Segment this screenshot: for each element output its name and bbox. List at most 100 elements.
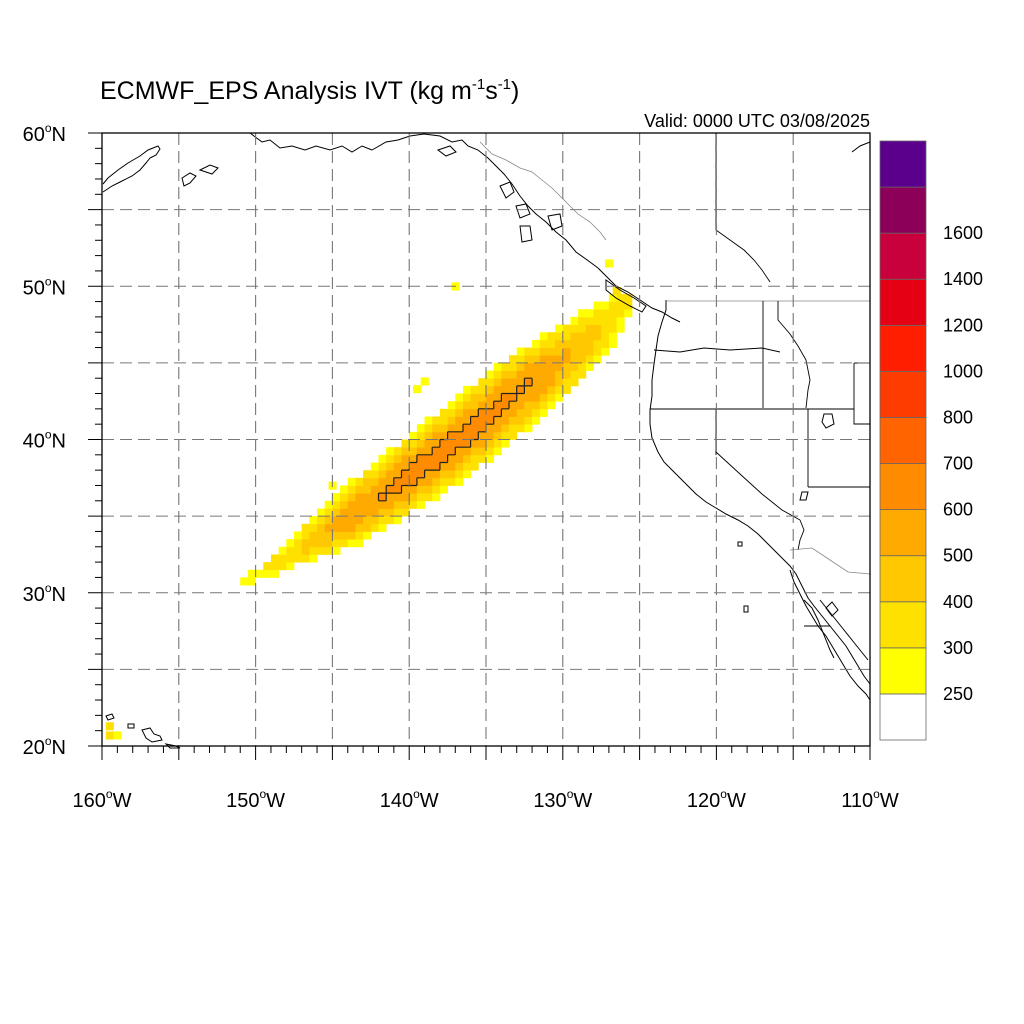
ivt-cell <box>516 385 525 394</box>
ivt-cell <box>286 554 295 563</box>
colorbar-label: 800 <box>943 407 973 427</box>
ivt-cell <box>462 454 472 463</box>
ivt-cell <box>424 493 433 502</box>
ivt-cell <box>447 454 456 463</box>
colorbar-swatch <box>879 417 927 464</box>
ivt-cell <box>478 416 487 425</box>
ivt-cell <box>601 324 610 333</box>
ivt-cell <box>393 500 402 509</box>
ivt-cell <box>516 362 525 371</box>
ivt-cell <box>409 493 418 502</box>
ivt-cell <box>509 431 518 440</box>
ivt-cell <box>355 523 364 532</box>
ivt-cell <box>501 424 510 433</box>
ivt-cell <box>486 431 495 440</box>
ivt-cell <box>509 378 518 387</box>
ivt-cell <box>555 370 564 379</box>
ivt-cell <box>493 416 502 425</box>
ivt-cell <box>462 431 472 440</box>
ivt-cell <box>470 408 479 417</box>
ivt-cell <box>416 454 425 463</box>
ivt-cell <box>386 493 395 502</box>
ivt-cell <box>309 523 318 532</box>
ivt-cell <box>486 393 495 402</box>
ivt-cell <box>286 546 295 555</box>
ivt-cell <box>401 439 410 448</box>
ivt-cell <box>585 309 594 318</box>
ivt-cell <box>347 539 356 548</box>
ivt-cell <box>585 324 594 333</box>
ivt-cell <box>340 516 349 525</box>
colorbar-label: 1600 <box>943 223 983 243</box>
ivt-cell <box>608 301 617 310</box>
colorbar-swatch <box>879 278 927 326</box>
ivt-cell <box>478 447 487 456</box>
ivt-cell <box>301 531 310 540</box>
ivt-cell <box>432 439 441 448</box>
colorbar-swatch <box>879 647 927 695</box>
ivt-cell <box>562 378 571 387</box>
ivt-cell <box>532 347 541 356</box>
ivt-cell <box>340 500 349 509</box>
ivt-cell <box>532 355 541 364</box>
ivt-cell <box>439 462 448 471</box>
ivt-cell <box>363 493 372 502</box>
ivt-cell <box>432 470 441 479</box>
ivt-cell <box>493 447 502 456</box>
ivt-cell <box>439 470 448 479</box>
ivt-cell <box>601 309 610 318</box>
ivt-cell <box>439 477 448 486</box>
ivt-cell <box>432 416 441 425</box>
ivt-cell <box>547 401 556 410</box>
colorbar-label: 400 <box>943 592 973 612</box>
ivt-cell <box>539 378 548 387</box>
ivt-cell <box>386 462 395 471</box>
ivt-cell <box>340 493 349 502</box>
ivt-cell <box>332 546 341 555</box>
ivt-cell <box>386 516 395 525</box>
ivt-cell <box>386 477 395 486</box>
ivt-cell <box>501 416 510 425</box>
ivt-cell <box>462 401 472 410</box>
ivt-cell <box>447 401 456 410</box>
ivt-cell <box>612 287 621 296</box>
ivt-cell <box>478 408 487 417</box>
ivt-cell <box>555 355 564 364</box>
ivt-cell <box>470 462 479 471</box>
ivt-cell <box>432 477 441 486</box>
ivt-cell <box>294 546 303 555</box>
ivt-cell <box>547 378 556 387</box>
colorbar: 250 300 400 500 600 700 800 1000 1200 1400 1600 <box>879 140 983 741</box>
ivt-cell <box>317 516 326 525</box>
ivt-cell <box>447 431 456 440</box>
lat-tick-label: 20oN <box>23 734 66 759</box>
ivt-cell <box>332 493 341 502</box>
ivt-cell <box>255 569 264 578</box>
ivt-cell <box>593 309 602 318</box>
ivt-cell <box>439 408 448 417</box>
ivt-cell <box>401 447 410 456</box>
ivt-cell <box>370 477 379 486</box>
ivt-cell <box>532 393 541 402</box>
ivt-cell <box>393 485 402 494</box>
colorbar-swatch <box>879 693 927 741</box>
ivt-cell <box>539 362 548 371</box>
ivt-cell <box>424 454 433 463</box>
ivt-cell <box>247 569 256 578</box>
ivt-cell <box>578 362 587 371</box>
ivt-cell <box>324 500 333 509</box>
longitude-labels: 160oW 150oW 140oW 130oW 120oW 110oW <box>73 787 899 812</box>
ivt-cell <box>601 339 610 348</box>
ivt-cell <box>439 431 448 440</box>
ivt-cell <box>585 347 594 356</box>
ivt-cell <box>547 332 556 341</box>
ivt-cell <box>539 385 548 394</box>
ivt-cell <box>608 293 617 302</box>
valid-time-label: Valid: 0000 UTC 03/08/2025 <box>644 111 870 131</box>
lon-tick-label: 150oW <box>226 787 285 812</box>
ivt-cell <box>501 385 510 394</box>
ivt-cell <box>516 370 525 379</box>
ivt-cell <box>439 454 448 463</box>
ivt-cell <box>317 508 326 517</box>
ivt-cell <box>486 447 495 456</box>
